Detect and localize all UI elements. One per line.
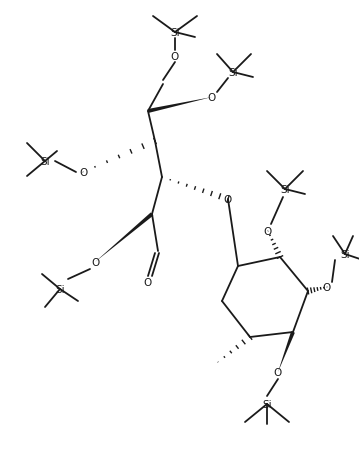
Text: Si: Si [228,68,238,78]
Polygon shape [148,98,212,114]
Text: O: O [323,282,331,292]
Text: O: O [79,168,87,178]
Text: Si: Si [262,399,272,409]
Text: Si: Si [170,28,180,38]
Polygon shape [278,331,295,372]
Polygon shape [95,213,153,262]
Text: Si: Si [340,249,350,259]
Text: O: O [144,277,152,287]
Text: O: O [91,258,99,267]
Text: O: O [171,52,179,62]
Text: O: O [208,93,216,103]
Text: Si: Si [280,184,290,194]
Text: O: O [274,367,282,377]
Text: O: O [264,226,272,236]
Text: Si: Si [40,156,50,166]
Text: Si: Si [55,285,65,295]
Text: O: O [224,194,232,205]
